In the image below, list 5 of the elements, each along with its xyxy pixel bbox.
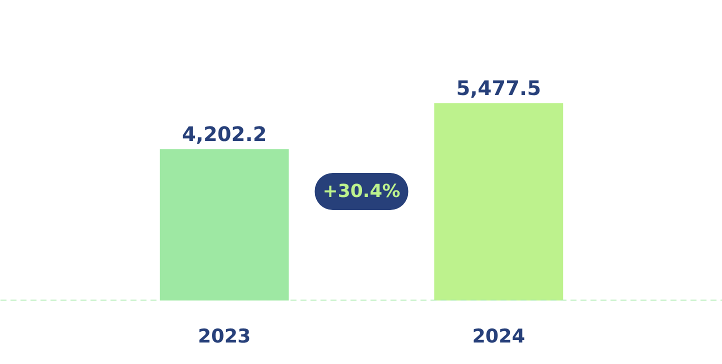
data-label: 5,477.5 [456, 76, 542, 100]
x-tick-label: 2024 [472, 326, 526, 348]
x-tick-label: 2023 [198, 326, 251, 348]
annotation: +30.4% [322, 180, 400, 202]
data-label: 4,202.2 [182, 122, 267, 146]
